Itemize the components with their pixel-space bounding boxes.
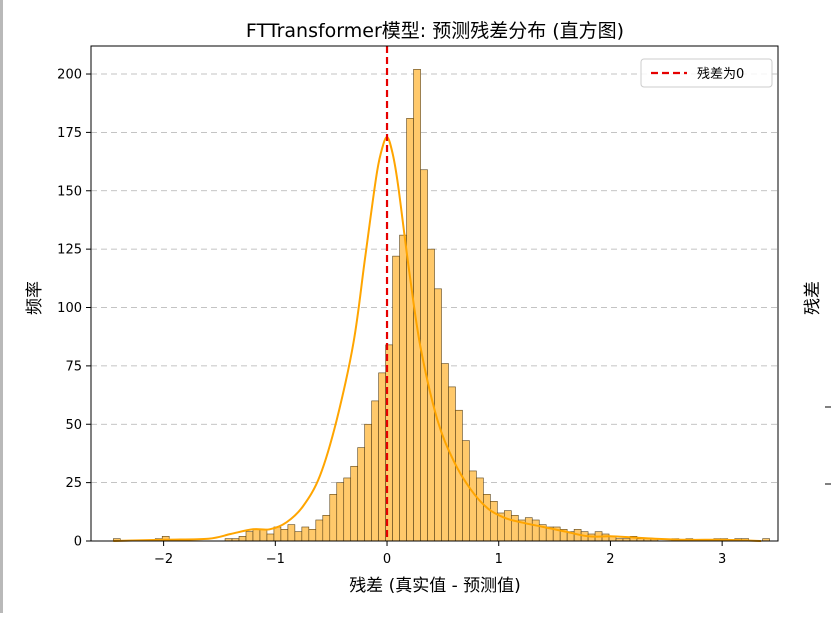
histogram-bar <box>371 400 379 542</box>
x-tick-label: −1 <box>266 552 285 567</box>
histogram-bar <box>364 423 372 542</box>
window-left-border <box>0 0 3 613</box>
y-tick-label: 75 <box>65 359 82 374</box>
histogram-bar <box>252 529 261 542</box>
histogram-bar <box>483 494 491 542</box>
plot-area-frame <box>90 45 779 542</box>
x-tick-label: 3 <box>718 552 726 567</box>
y-tick-label: 0 <box>74 535 82 550</box>
second-panel-y-label: 残差 <box>803 281 823 315</box>
y-tick-label: 50 <box>65 418 82 433</box>
histogram-bar <box>406 118 414 542</box>
x-tick-label: 0 <box>383 552 391 567</box>
histogram-bar <box>524 517 533 542</box>
x-tick-label: 2 <box>606 552 614 567</box>
second-panel-edge: 残差 <box>803 281 831 485</box>
histogram-bar <box>322 515 331 542</box>
y-tick-label: 25 <box>65 476 82 491</box>
histogram-bar <box>315 519 324 542</box>
chart-title: FTTransformer模型: 预测残差分布 (直方图) <box>246 20 624 42</box>
histogram-bar <box>259 529 268 542</box>
y-axis-label: 频率 <box>25 281 45 315</box>
histogram-bar <box>504 510 512 542</box>
histogram-bar <box>301 526 310 542</box>
histogram-bar <box>273 526 282 542</box>
x-axis-ticks: −2 −1 0 1 2 3 <box>154 541 726 567</box>
histogram-bar <box>357 447 365 542</box>
histogram-bar <box>399 234 407 542</box>
histogram-bar <box>510 515 519 542</box>
histogram-bar <box>601 533 610 542</box>
x-tick-label: 1 <box>495 552 503 567</box>
kde-curve <box>113 136 762 542</box>
y-tick-label: 150 <box>57 184 82 199</box>
histogram-bar <box>392 255 400 542</box>
histogram-bar <box>329 494 338 542</box>
histogram-bars <box>113 69 770 542</box>
y-tick-label: 125 <box>57 243 82 258</box>
x-tick-label: −2 <box>154 552 173 567</box>
legend-box <box>640 58 773 88</box>
histogram-bar <box>469 470 477 542</box>
legend: 残差为0 <box>640 58 773 88</box>
x-axis-label: 残差 (真实值 - 预测值) <box>349 576 521 596</box>
y-tick-label: 200 <box>57 68 82 83</box>
histogram-bar <box>287 524 296 542</box>
histogram-bar <box>476 477 484 542</box>
y-tick-label: 100 <box>57 301 82 316</box>
histogram-bar <box>280 529 289 542</box>
histogram-bar <box>531 519 540 542</box>
histogram-bar <box>266 533 275 542</box>
legend-label: 残差为0 <box>697 67 744 82</box>
histogram-bar <box>378 372 386 542</box>
y-axis-ticks: 0 25 50 75 100 125 150 175 200 <box>57 68 91 550</box>
histogram-bar <box>238 536 247 542</box>
histogram-bar <box>350 465 359 542</box>
y-tick-label: 175 <box>57 126 82 141</box>
histogram-bar <box>441 363 449 542</box>
histogram-bar <box>294 531 303 542</box>
histogram-bar <box>343 477 352 542</box>
histogram-bar <box>490 501 498 542</box>
histogram-bar <box>462 440 470 542</box>
histogram-bar <box>336 482 345 542</box>
histogram-bar <box>308 529 317 542</box>
histogram-bar <box>245 531 254 542</box>
